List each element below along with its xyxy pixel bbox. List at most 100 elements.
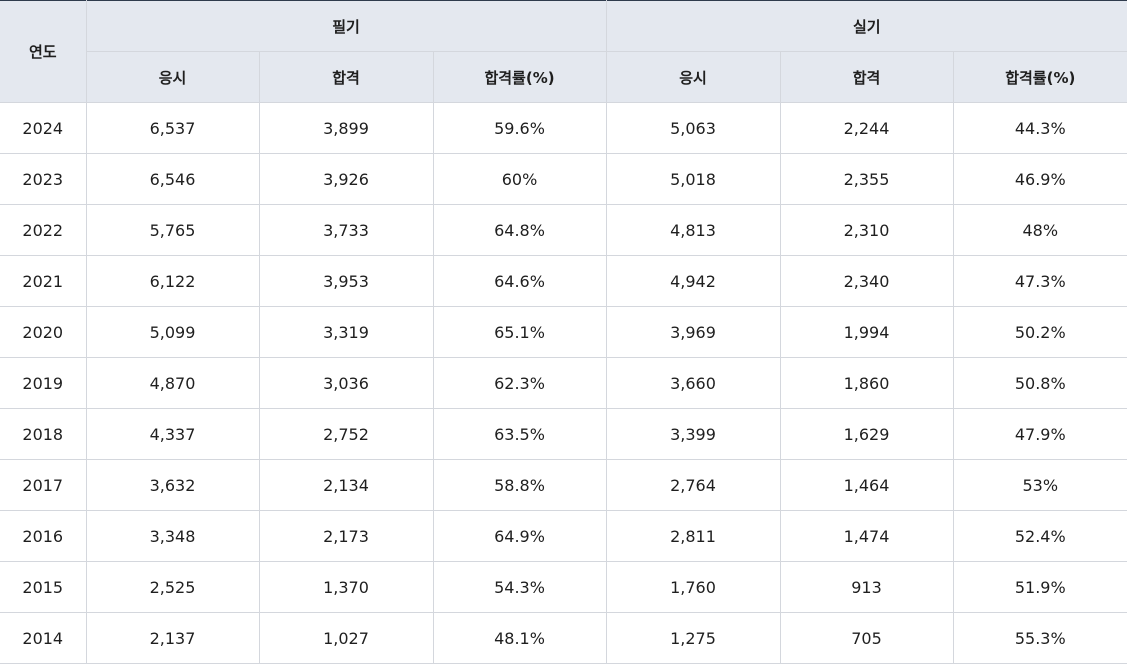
table-row: 2024 6,537 3,899 59.6% 5,063 2,244 44.3% bbox=[0, 102, 1127, 154]
written-applicants-cell: 3,348 bbox=[85, 510, 260, 562]
practical-passed-cell: 1,464 bbox=[779, 459, 954, 511]
practical-applicants-cell: 3,399 bbox=[605, 408, 781, 460]
table-row: 2018 4,337 2,752 63.5% 3,399 1,629 47.9% bbox=[0, 408, 1127, 460]
year-cell: 2023 bbox=[0, 153, 87, 205]
header-row-groups: 연도 필기 실기 bbox=[0, 0, 1127, 103]
written-pass-rate-cell: 60% bbox=[432, 153, 607, 205]
practical-pass-rate-cell: 52.4% bbox=[952, 510, 1127, 562]
year-cell: 2014 bbox=[0, 612, 87, 664]
written-applicants-cell: 6,537 bbox=[85, 102, 260, 154]
year-cell: 2016 bbox=[0, 510, 87, 562]
written-pass-rate-cell: 64.8% bbox=[432, 204, 607, 256]
table-row: 2015 2,525 1,370 54.3% 1,760 913 51.9% bbox=[0, 561, 1127, 613]
table-row: 2023 6,546 3,926 60% 5,018 2,355 46.9% bbox=[0, 153, 1127, 205]
table-row: 2016 3,348 2,173 64.9% 2,811 1,474 52.4% bbox=[0, 510, 1127, 562]
written-applicants-cell: 6,122 bbox=[85, 255, 260, 307]
header-group-practical: 실기 bbox=[605, 0, 1127, 52]
table-row: 2014 2,137 1,027 48.1% 1,275 705 55.3% bbox=[0, 612, 1127, 664]
written-passed-cell: 3,926 bbox=[258, 153, 434, 205]
header-group-written: 필기 bbox=[85, 0, 607, 52]
practical-applicants-cell: 5,018 bbox=[605, 153, 781, 205]
header-practical-pass-rate: 합격률(%) bbox=[952, 51, 1127, 103]
practical-applicants-cell: 4,942 bbox=[605, 255, 781, 307]
practical-passed-cell: 2,340 bbox=[779, 255, 954, 307]
year-cell: 2015 bbox=[0, 561, 87, 613]
header-written-pass-rate: 합격률(%) bbox=[432, 51, 607, 103]
year-cell: 2024 bbox=[0, 102, 87, 154]
header-practical-applicants: 응시 bbox=[605, 51, 781, 103]
practical-pass-rate-cell: 53% bbox=[952, 459, 1127, 511]
header-year: 연도 bbox=[0, 0, 87, 103]
year-cell: 2017 bbox=[0, 459, 87, 511]
written-applicants-cell: 4,870 bbox=[85, 357, 260, 409]
written-pass-rate-cell: 59.6% bbox=[432, 102, 607, 154]
practical-passed-cell: 705 bbox=[779, 612, 954, 664]
practical-pass-rate-cell: 46.9% bbox=[952, 153, 1127, 205]
written-passed-cell: 3,953 bbox=[258, 255, 434, 307]
practical-pass-rate-cell: 44.3% bbox=[952, 102, 1127, 154]
practical-passed-cell: 2,310 bbox=[779, 204, 954, 256]
written-passed-cell: 2,752 bbox=[258, 408, 434, 460]
practical-applicants-cell: 4,813 bbox=[605, 204, 781, 256]
practical-pass-rate-cell: 50.8% bbox=[952, 357, 1127, 409]
table-body: 2024 6,537 3,899 59.6% 5,063 2,244 44.3% 2023 6,… bbox=[0, 102, 1127, 664]
table-row: 2022 5,765 3,733 64.8% 4,813 2,310 48% bbox=[0, 204, 1127, 256]
header-practical-passed: 합격 bbox=[779, 51, 954, 103]
written-pass-rate-cell: 65.1% bbox=[432, 306, 607, 358]
written-applicants-cell: 3,632 bbox=[85, 459, 260, 511]
written-pass-rate-cell: 58.8% bbox=[432, 459, 607, 511]
header-row-sub: 응시 합격 합격률(%) 응시 합격 합격률(%) bbox=[0, 51, 1127, 103]
practical-pass-rate-cell: 51.9% bbox=[952, 561, 1127, 613]
practical-passed-cell: 1,629 bbox=[779, 408, 954, 460]
year-cell: 2018 bbox=[0, 408, 87, 460]
written-pass-rate-cell: 63.5% bbox=[432, 408, 607, 460]
header-written-applicants: 응시 bbox=[86, 51, 260, 103]
practical-applicants-cell: 1,760 bbox=[605, 561, 781, 613]
written-applicants-cell: 5,765 bbox=[85, 204, 260, 256]
written-pass-rate-cell: 64.6% bbox=[432, 255, 607, 307]
table-header: 연도 필기 실기 응시 합격 합격률(%) 응시 합격 합격률(%) bbox=[0, 0, 1127, 103]
practical-passed-cell: 1,860 bbox=[779, 357, 954, 409]
practical-passed-cell: 1,994 bbox=[779, 306, 954, 358]
written-applicants-cell: 2,137 bbox=[85, 612, 260, 664]
table-row: 2019 4,870 3,036 62.3% 3,660 1,860 50.8% bbox=[0, 357, 1127, 409]
practical-applicants-cell: 3,969 bbox=[605, 306, 781, 358]
practical-pass-rate-cell: 47.3% bbox=[952, 255, 1127, 307]
written-passed-cell: 1,370 bbox=[258, 561, 434, 613]
written-passed-cell: 2,173 bbox=[258, 510, 434, 562]
practical-pass-rate-cell: 47.9% bbox=[952, 408, 1127, 460]
written-applicants-cell: 2,525 bbox=[85, 561, 260, 613]
table-row: 2020 5,099 3,319 65.1% 3,969 1,994 50.2% bbox=[0, 306, 1127, 358]
practical-pass-rate-cell: 55.3% bbox=[952, 612, 1127, 664]
written-applicants-cell: 6,546 bbox=[85, 153, 260, 205]
written-passed-cell: 1,027 bbox=[258, 612, 434, 664]
practical-passed-cell: 2,355 bbox=[779, 153, 954, 205]
written-pass-rate-cell: 64.9% bbox=[432, 510, 607, 562]
practical-applicants-cell: 5,063 bbox=[605, 102, 781, 154]
table-row: 2017 3,632 2,134 58.8% 2,764 1,464 53% bbox=[0, 459, 1127, 511]
written-pass-rate-cell: 48.1% bbox=[432, 612, 607, 664]
written-pass-rate-cell: 62.3% bbox=[432, 357, 607, 409]
written-passed-cell: 3,733 bbox=[258, 204, 434, 256]
practical-passed-cell: 2,244 bbox=[779, 102, 954, 154]
written-passed-cell: 3,319 bbox=[258, 306, 434, 358]
header-written-passed: 합격 bbox=[258, 51, 434, 103]
practical-applicants-cell: 2,811 bbox=[605, 510, 781, 562]
table-row: 2021 6,122 3,953 64.6% 4,942 2,340 47.3% bbox=[0, 255, 1127, 307]
practical-applicants-cell: 2,764 bbox=[605, 459, 781, 511]
practical-pass-rate-cell: 48% bbox=[952, 204, 1127, 256]
year-cell: 2022 bbox=[0, 204, 87, 256]
practical-pass-rate-cell: 50.2% bbox=[952, 306, 1127, 358]
written-applicants-cell: 5,099 bbox=[85, 306, 260, 358]
practical-passed-cell: 913 bbox=[779, 561, 954, 613]
practical-applicants-cell: 1,275 bbox=[605, 612, 781, 664]
written-passed-cell: 3,036 bbox=[258, 357, 434, 409]
written-passed-cell: 2,134 bbox=[258, 459, 434, 511]
written-applicants-cell: 4,337 bbox=[85, 408, 260, 460]
practical-passed-cell: 1,474 bbox=[779, 510, 954, 562]
written-pass-rate-cell: 54.3% bbox=[432, 561, 607, 613]
written-passed-cell: 3,899 bbox=[258, 102, 434, 154]
practical-applicants-cell: 3,660 bbox=[605, 357, 781, 409]
year-cell: 2020 bbox=[0, 306, 87, 358]
